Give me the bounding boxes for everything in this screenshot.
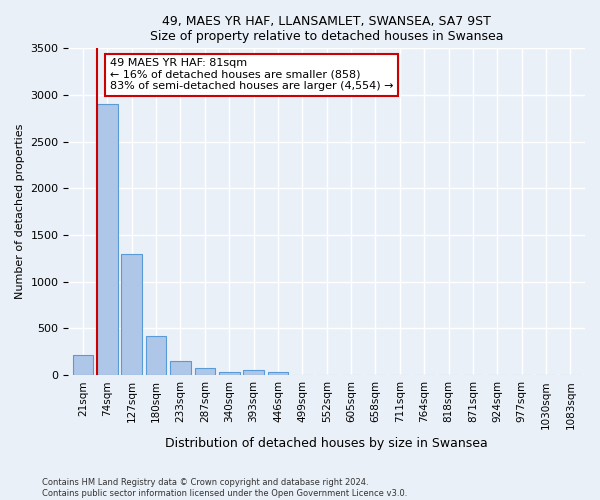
Title: 49, MAES YR HAF, LLANSAMLET, SWANSEA, SA7 9ST
Size of property relative to detac: 49, MAES YR HAF, LLANSAMLET, SWANSEA, SA… bbox=[150, 15, 503, 43]
Bar bbox=[194, 368, 215, 375]
Bar bbox=[73, 354, 94, 375]
X-axis label: Distribution of detached houses by size in Swansea: Distribution of detached houses by size … bbox=[166, 437, 488, 450]
Bar bbox=[219, 372, 239, 375]
Bar bbox=[121, 254, 142, 375]
Text: Contains HM Land Registry data © Crown copyright and database right 2024.
Contai: Contains HM Land Registry data © Crown c… bbox=[42, 478, 407, 498]
Bar bbox=[97, 104, 118, 375]
Bar bbox=[268, 372, 289, 375]
Bar bbox=[170, 360, 191, 375]
Bar bbox=[146, 336, 166, 375]
Y-axis label: Number of detached properties: Number of detached properties bbox=[15, 124, 25, 300]
Text: 49 MAES YR HAF: 81sqm
← 16% of detached houses are smaller (858)
83% of semi-det: 49 MAES YR HAF: 81sqm ← 16% of detached … bbox=[110, 58, 393, 92]
Bar bbox=[243, 370, 264, 375]
